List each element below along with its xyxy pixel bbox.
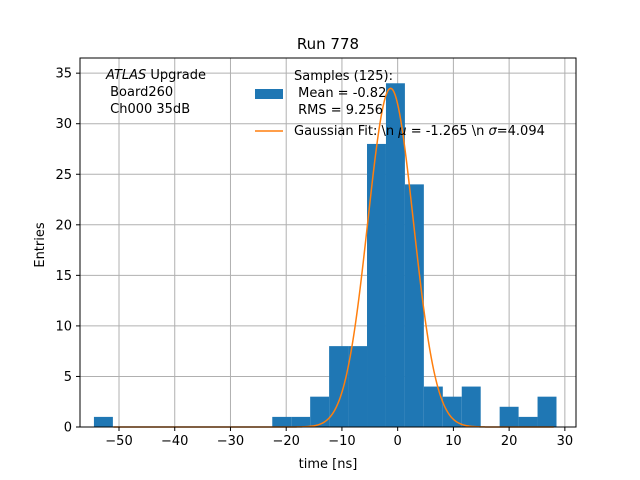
histogram-bar: [93, 416, 113, 427]
legend-samples-line-1: Samples (125):: [294, 69, 393, 84]
histogram-bar: [291, 416, 311, 427]
x-axis-ticks: −50 −40 −30 −20 −10 0 10 20 30: [105, 427, 573, 449]
x-tick-label: 0: [394, 434, 402, 449]
histogram-bar: [348, 346, 368, 427]
x-tick-label: 10: [445, 434, 462, 449]
y-tick-label: 30: [55, 117, 72, 132]
y-tick-label: 25: [55, 168, 72, 183]
histogram-bars: [93, 83, 557, 427]
y-axis-label: Entries: [33, 222, 48, 268]
annotation-line-1: ATLAS Upgrade: [105, 68, 206, 83]
legend-fit-sigma-symbol: σ: [489, 124, 498, 139]
x-tick-label: −40: [161, 434, 188, 449]
atlas-label: ATLAS: [105, 68, 146, 83]
histogram-bar: [385, 83, 405, 427]
upgrade-label: Upgrade: [146, 68, 206, 83]
histogram-bar: [442, 396, 462, 427]
atlas-annotation: ATLAS Upgrade Board260 Ch000 35dB: [105, 68, 206, 117]
legend-fit-prefix: Gaussian Fit: \n: [294, 124, 398, 139]
axes-frame: [79, 57, 577, 428]
x-tick-label: −10: [328, 434, 355, 449]
y-tick-label: 5: [64, 370, 72, 385]
histogram-bar: [499, 406, 519, 427]
chart-title: Run 778: [297, 35, 359, 53]
histogram-bar: [461, 386, 481, 427]
legend-samples-line-2: Mean = -0.82: [294, 86, 386, 101]
x-tick-label: 30: [557, 434, 574, 449]
x-tick-label: −20: [272, 434, 299, 449]
x-tick-label: 20: [501, 434, 518, 449]
histogram-bar: [310, 396, 330, 427]
legend-patch-samples: [255, 89, 283, 99]
legend-fit-mu-value: = -1.265 \n: [407, 124, 489, 139]
histogram-bar: [518, 416, 538, 427]
legend: Samples (125): Mean = -0.82 RMS = 9.256 …: [255, 69, 545, 139]
x-axis-label: time [ns]: [299, 457, 358, 472]
y-tick-label: 15: [55, 269, 72, 284]
legend-fit-label: Gaussian Fit: \n μ = -1.265 \n σ=4.094: [294, 124, 545, 139]
histogram-bar: [404, 184, 424, 427]
histogram-bar: [329, 346, 349, 427]
y-tick-label: 20: [55, 218, 72, 233]
x-tick-label: −30: [217, 434, 244, 449]
y-tick-label: 10: [55, 319, 72, 334]
y-tick-label: 0: [64, 421, 72, 436]
y-tick-label: 35: [55, 67, 72, 82]
histogram-bar: [272, 416, 292, 427]
histogram-bar: [537, 396, 557, 427]
histogram-bar: [423, 386, 443, 427]
legend-samples-line-3: RMS = 9.256: [294, 103, 383, 118]
histogram-bar: [367, 143, 386, 427]
legend-fit-mu-symbol: μ: [397, 124, 406, 139]
y-axis-ticks: 0 5 10 15 20 25 30 35: [55, 67, 80, 436]
annotation-line-2: Board260: [106, 85, 173, 100]
x-tick-label: −50: [105, 434, 132, 449]
annotation-line-3: Ch000 35dB: [106, 102, 190, 117]
legend-fit-sigma-value: =4.094: [497, 124, 545, 139]
